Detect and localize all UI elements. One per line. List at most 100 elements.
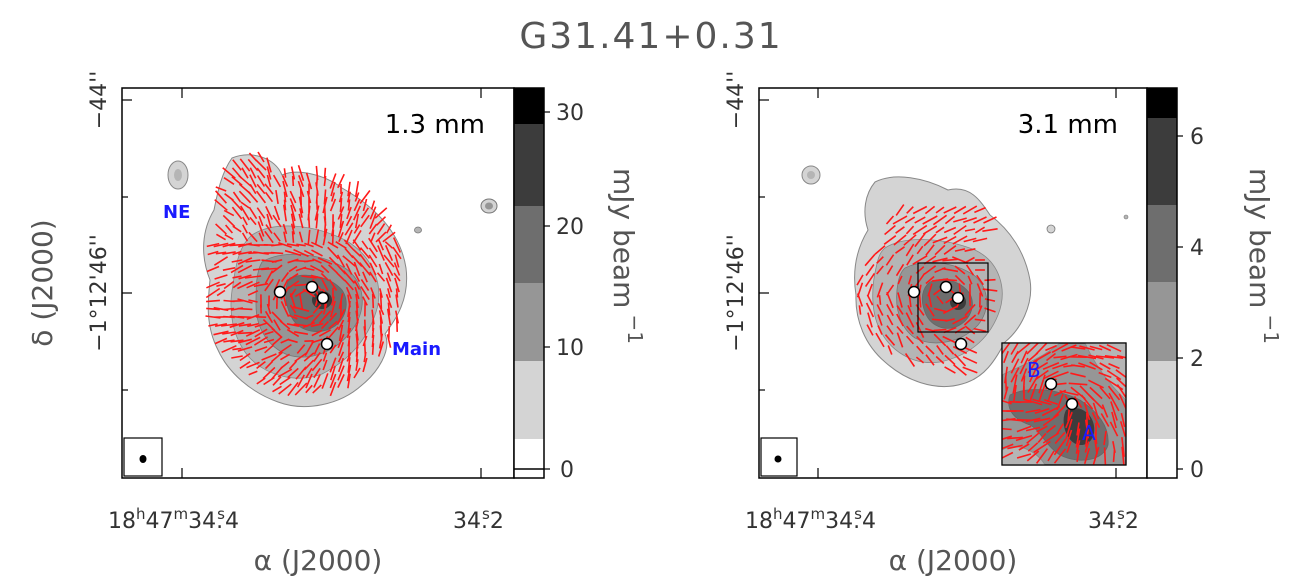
polarization-vector [1106, 369, 1122, 381]
polarization-vector [964, 248, 976, 252]
polarization-vector [1078, 362, 1096, 370]
polarization-vector [249, 167, 257, 179]
polarization-vector [254, 328, 268, 338]
inset-label-b: B [1027, 358, 1041, 382]
polarization-vector [965, 256, 975, 264]
colorbar-label-text: mJy beam [607, 168, 640, 308]
polarization-vector [1101, 404, 1109, 418]
polarization-vector [254, 322, 268, 328]
polarization-vector [263, 376, 275, 386]
polarization-vector [320, 272, 330, 282]
polarization-vector [934, 244, 946, 256]
polarization-vector [322, 228, 328, 246]
polarization-vector [976, 283, 984, 297]
polarization-vector [338, 324, 344, 342]
polarization-vector [338, 231, 344, 243]
polarization-vector [1089, 345, 1103, 351]
polarization-vector [895, 226, 905, 234]
polarization-vector [290, 223, 296, 235]
polarization-vector [293, 248, 309, 258]
polarization-vector [982, 288, 998, 292]
polarization-vector [345, 286, 353, 300]
polarization-vector [271, 243, 283, 247]
polarization-vector [224, 193, 234, 201]
polarization-vector [237, 257, 253, 265]
polarization-vector [1083, 447, 1091, 465]
polarization-vector [230, 329, 244, 337]
polarization-vectors-right [856, 204, 998, 376]
polarization-vector [1053, 438, 1067, 456]
polarization-vector [222, 331, 236, 335]
polarization-vector [302, 321, 316, 329]
polarization-vector [288, 338, 298, 344]
polarization-vector [266, 174, 272, 188]
polarization-vector [277, 368, 293, 378]
polarization-vector [925, 244, 935, 256]
polarization-vector [1061, 344, 1077, 352]
polarization-vector [222, 167, 236, 179]
polarization-vector [856, 274, 864, 286]
polarization-vector [362, 335, 368, 347]
polarization-vector [886, 325, 894, 335]
polarization-vector [256, 175, 266, 187]
colorbar-tick: 20 [556, 215, 584, 240]
polarization-vector [877, 325, 883, 335]
polarization-vector [241, 167, 249, 179]
colorbar-tick: 10 [556, 336, 584, 361]
polarization-vector [965, 336, 975, 344]
polarization-vector [907, 275, 913, 285]
polarization-vector [962, 205, 978, 215]
polarization-vector [279, 353, 291, 361]
polarization-vector [394, 277, 400, 293]
polarization-vector [1080, 394, 1094, 410]
polarization-vector [1053, 355, 1067, 359]
polarization-vector [312, 258, 322, 264]
polarization-vector [241, 224, 249, 234]
polarization-vector [953, 364, 967, 376]
polarization-vector [897, 292, 903, 308]
polarization-vector [293, 331, 309, 335]
polarization-vector [336, 309, 346, 325]
polarization-vector [224, 233, 234, 241]
polarization-vector [377, 341, 385, 357]
polarization-vector [892, 215, 908, 225]
polarization-vector [229, 243, 245, 247]
polarization-vector [1073, 395, 1083, 409]
polarization-vector [385, 224, 393, 234]
polarization-vector [241, 232, 249, 242]
polarization-vector [339, 198, 343, 212]
polarization-vector [1038, 374, 1046, 394]
polarization-vector [925, 327, 935, 333]
colorbar-right: 0 2 4 6 mJy beam −1 [1146, 87, 1283, 483]
polarization-vector [279, 320, 291, 330]
polarization-vector [922, 225, 938, 235]
polarization-vector [347, 373, 351, 389]
ne-blob [167, 160, 189, 190]
polarization-vector [903, 234, 917, 246]
wavelength-label-right: 3.1 mm [1018, 110, 1118, 140]
polarization-vector [368, 247, 378, 259]
polarization-vector [229, 321, 245, 329]
polarization-vector [895, 263, 905, 277]
polarization-vector [905, 335, 915, 345]
polarization-vector [256, 377, 266, 385]
polarization-vector [254, 346, 268, 352]
polarization-vector [1027, 358, 1039, 374]
polarization-vector [904, 353, 916, 367]
polarization-vector [272, 376, 282, 386]
polarization-vector [310, 322, 324, 328]
colorbar-left: 0 10 20 30 mJy beam −1 [513, 87, 647, 483]
polarization-vector [247, 191, 259, 203]
polarization-vector [222, 267, 236, 271]
polarization-vector [240, 201, 250, 209]
polarization-vector [973, 216, 987, 224]
polarization-vector [1012, 374, 1018, 394]
polarization-vector [1013, 384, 1017, 402]
polarization-vector [273, 205, 281, 221]
polarization-vector [245, 329, 261, 337]
colorbar-tick: 6 [1190, 125, 1204, 150]
polarization-vector [967, 275, 973, 285]
polarization-vector [322, 359, 328, 371]
polarization-vector [323, 189, 327, 205]
polarization-vector [353, 198, 361, 212]
